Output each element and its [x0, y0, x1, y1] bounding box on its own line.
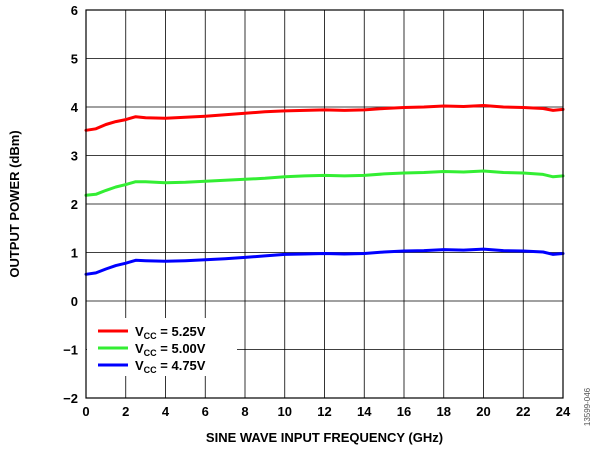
x-tick-label: 22	[516, 404, 530, 419]
y-tick-label: 6	[71, 3, 78, 18]
y-tick-label: −1	[63, 343, 78, 358]
y-tick-label: 4	[71, 100, 79, 115]
x-tick-label: 12	[317, 404, 331, 419]
x-tick-label: 4	[162, 404, 170, 419]
x-tick-label: 14	[357, 404, 372, 419]
x-tick-label: 24	[556, 404, 571, 419]
x-tick-label: 0	[82, 404, 89, 419]
y-tick-label: 5	[71, 52, 78, 67]
x-axis-title: SINE WAVE INPUT FREQUENCY (GHz)	[206, 430, 443, 445]
x-tick-label: 8	[241, 404, 248, 419]
series-line	[84, 247, 565, 276]
series-line	[84, 104, 565, 132]
y-tick-label: 2	[71, 197, 78, 212]
x-tick-label: 16	[397, 404, 411, 419]
legend-label: VCC = 5.00V	[135, 341, 206, 358]
x-tick-label: 20	[476, 404, 490, 419]
legend-label: VCC = 5.25V	[135, 324, 206, 341]
series-lines	[84, 104, 565, 276]
y-tick-label: 3	[71, 149, 78, 164]
x-tick-label: 18	[437, 404, 451, 419]
y-axis-title: OUTPUT POWER (dBm)	[7, 130, 22, 277]
x-tick-label: 6	[202, 404, 209, 419]
x-tick-label: 10	[278, 404, 292, 419]
y-tick-labels: −2 −1 0 1 2 3 4 5 6	[63, 3, 79, 406]
plot-frame	[85, 9, 564, 399]
x-tick-label: 2	[122, 404, 129, 419]
series-line	[84, 169, 565, 197]
y-tick-label: 1	[71, 246, 78, 261]
figure-id: 13599-046	[583, 387, 592, 426]
y-tick-label: −2	[63, 391, 78, 406]
legend-label: VCC = 4.75V	[135, 358, 206, 375]
x-tick-labels: 0 2 4 6 8 10 12 14 16 18 20 22 24	[82, 404, 571, 419]
y-tick-label: 0	[71, 294, 78, 309]
